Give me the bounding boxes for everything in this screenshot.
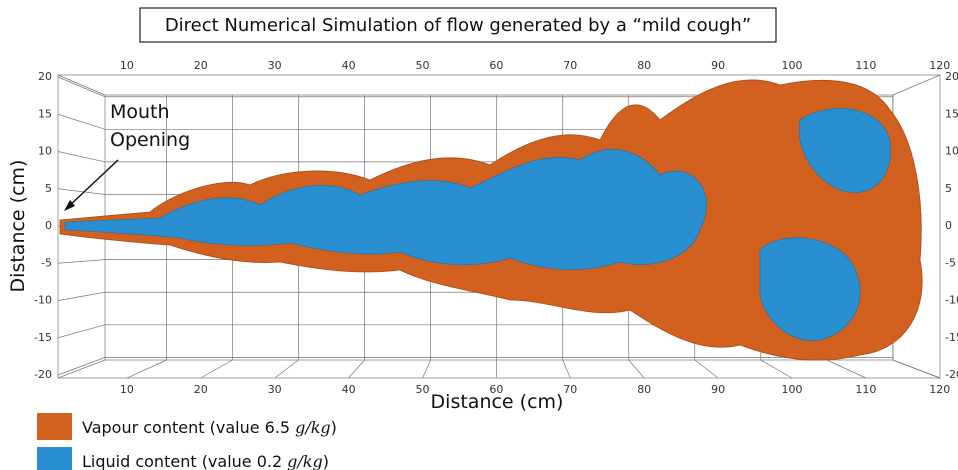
y-tick-label: -5 [945, 256, 956, 269]
x-axis-label: Distance (cm) [431, 391, 564, 413]
x-tick-label: 50 [416, 59, 430, 72]
legend-close: ) [331, 418, 337, 437]
x-tick-label: 50 [416, 383, 430, 396]
grid-line [57, 76, 106, 98]
x-tick-label: 80 [637, 59, 651, 72]
liquid-front [759, 108, 891, 341]
title-box [139, 7, 777, 43]
y-tick-label: 20 [945, 70, 958, 83]
edge [57, 359, 106, 379]
grid-line [126, 359, 167, 379]
grid-line [57, 188, 106, 195]
x-tick-label: 120 [929, 383, 950, 396]
x-tick-label: 60 [489, 383, 503, 396]
grid-line [200, 359, 233, 379]
y-tick-label: 5 [945, 182, 952, 195]
x-tick-label: 110 [855, 59, 876, 72]
legend-label: Vapour content (value 6.5 g/kg) [82, 418, 337, 437]
x-tick-label: 20 [194, 59, 208, 72]
edge [57, 74, 106, 96]
x-tick-label: 90 [711, 383, 725, 396]
grid-line [562, 359, 571, 379]
grid-line [826, 359, 867, 379]
x-tick-label: 70 [563, 59, 577, 72]
legend-unit: g/kg [295, 418, 331, 437]
x-tick-label: 100 [782, 383, 803, 396]
legend-swatch [37, 447, 72, 470]
y-axis-label: Distance (cm) [7, 160, 29, 293]
legend-unit: g/kg [287, 452, 323, 470]
grid-line [694, 359, 719, 379]
liquid-core [64, 149, 707, 270]
y-tick-label: 5 [45, 182, 52, 195]
x-tick-label: 40 [342, 59, 356, 72]
grid-line [57, 291, 106, 301]
grid-line [57, 151, 106, 163]
y-tick-label: -20 [945, 368, 958, 381]
grid-line [274, 359, 299, 379]
grid-line [57, 259, 106, 264]
y-tick-label: 0 [45, 219, 52, 232]
legend: Vapour content (value 6.5 g/kg)Liquid con… [37, 413, 337, 470]
x-tick-label: 120 [929, 59, 950, 72]
grid-line [892, 359, 940, 379]
ticks: 1010202030304040505060607070808090901001… [34, 59, 958, 396]
x-tick-label: 110 [855, 383, 876, 396]
y-tick-label: -10 [945, 294, 958, 307]
grid-line [57, 357, 106, 376]
grid-line [57, 113, 106, 130]
annotation-line: Mouth [110, 101, 170, 123]
y-tick-label: 10 [945, 145, 958, 158]
x-tick-label: 10 [120, 59, 134, 72]
grid-line [348, 359, 365, 379]
arrow-head [64, 200, 75, 211]
legend-text: Liquid content (value 0.2 [82, 452, 282, 470]
y-tick-label: -10 [34, 294, 52, 307]
x-tick-label: 10 [120, 383, 134, 396]
edge [892, 74, 941, 96]
y-tick-label: -5 [41, 256, 52, 269]
x-tick-label: 100 [782, 59, 803, 72]
grid-line [760, 359, 793, 379]
y-tick-label: 20 [38, 70, 52, 83]
x-tick-label: 80 [637, 383, 651, 396]
grid-line [57, 324, 106, 339]
y-tick-label: -15 [945, 331, 958, 344]
x-tick-label: 70 [563, 383, 577, 396]
y-tick-label: -15 [34, 331, 52, 344]
x-tick-label: 90 [711, 59, 725, 72]
legend-close: ) [323, 452, 329, 470]
annotation-arrow [67, 159, 119, 208]
legend-text: Vapour content (value 6.5 [82, 418, 290, 437]
y-tick-label: 15 [38, 107, 52, 120]
grid-line [422, 359, 431, 379]
x-tick-label: 30 [268, 59, 282, 72]
annotation-line: Opening [110, 129, 190, 151]
x-tick-label: 40 [342, 383, 356, 396]
y-tick-label: 15 [945, 107, 958, 120]
legend-label: Liquid content (value 0.2 g/kg) [82, 452, 329, 470]
y-tick-label: -20 [34, 368, 52, 381]
x-tick-label: 20 [194, 383, 208, 396]
grid-line [628, 359, 645, 379]
x-tick-label: 60 [489, 59, 503, 72]
legend-swatch [37, 413, 72, 440]
x-tick-label: 30 [268, 383, 282, 396]
y-tick-label: 10 [38, 145, 52, 158]
plume [59, 79, 923, 361]
title: Direct Numerical Simulation of flow gene… [165, 15, 751, 36]
front-face [57, 74, 941, 379]
y-tick-label: 0 [945, 219, 952, 232]
